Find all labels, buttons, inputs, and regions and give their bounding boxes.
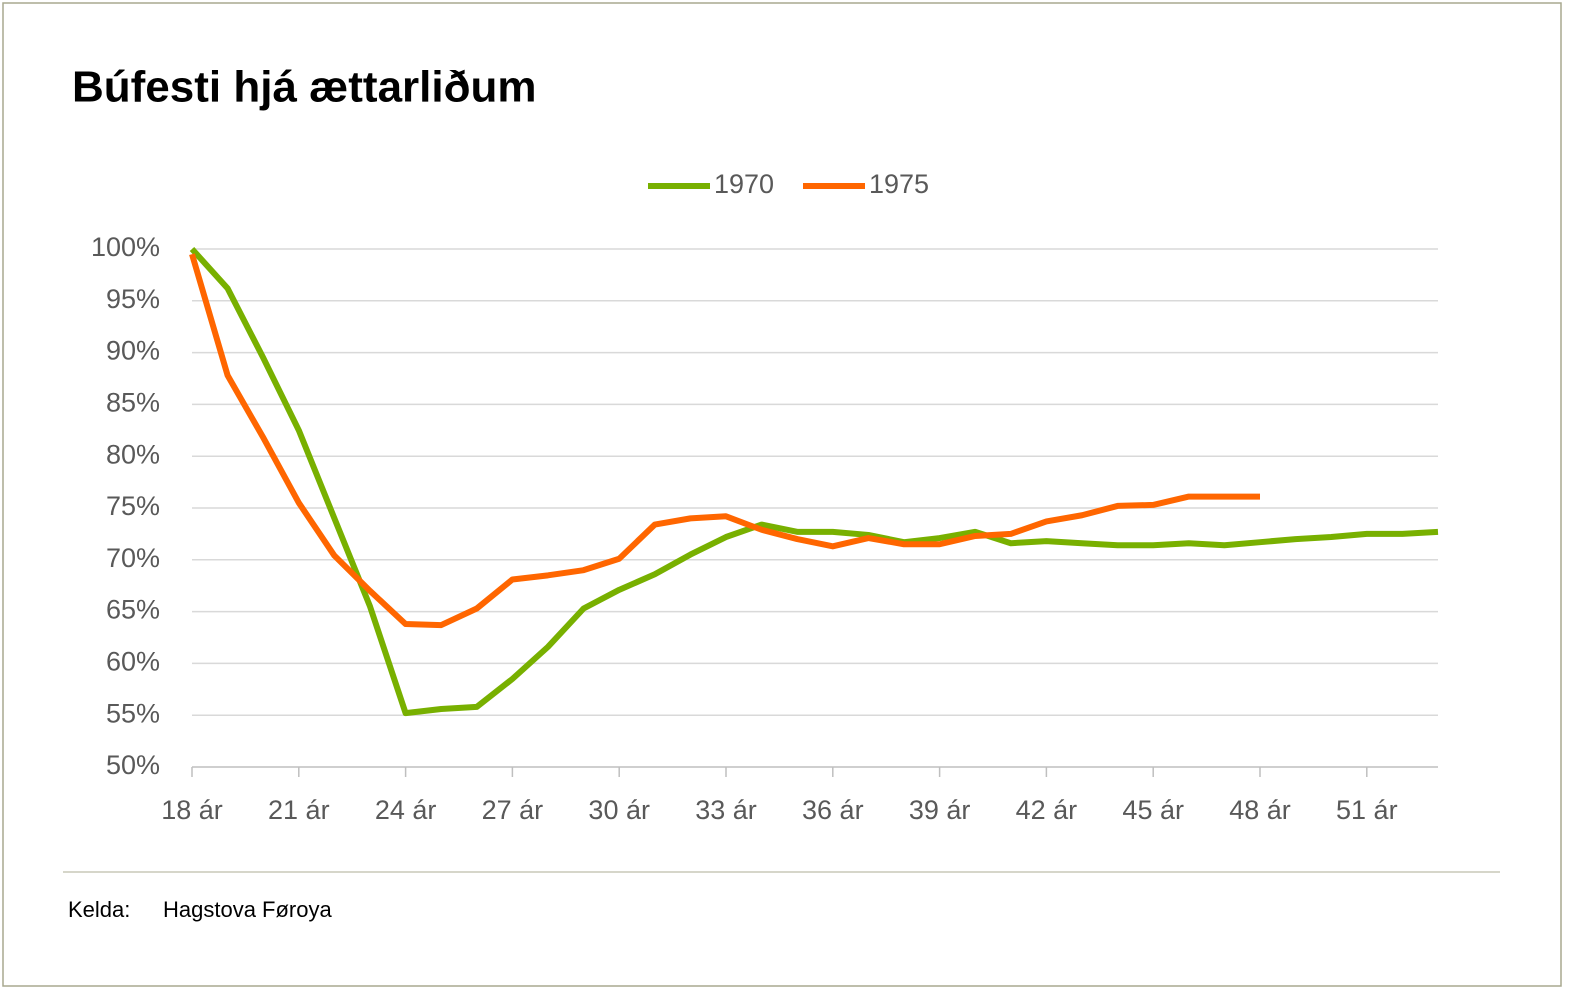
y-tick-label: 60% [106, 647, 160, 677]
y-tick-label: 100% [91, 232, 160, 262]
series-line [189, 253, 1260, 629]
x-tick-label: 27 ár [482, 795, 544, 825]
x-tick-label: 36 ár [802, 795, 864, 825]
y-tick-label: 95% [106, 284, 160, 314]
x-tick-label: 48 ár [1229, 795, 1291, 825]
chart-title: Búfesti hjá ættarliðum [72, 63, 537, 112]
source: Hagstova Føroya [163, 897, 332, 922]
x-tick-label: 24 ár [375, 795, 437, 825]
y-tick-label: 75% [106, 491, 160, 521]
y-tick-label: 55% [106, 698, 160, 728]
y-tick-label: 85% [106, 388, 160, 418]
x-tick-label: 45 ár [1122, 795, 1184, 825]
source-label: Kelda: [68, 897, 130, 922]
x-tick-label: 42 ár [1016, 795, 1078, 825]
x-tick-label: 33 ár [695, 795, 757, 825]
y-tick-label: 65% [106, 595, 160, 625]
legend-label: 1970 [714, 169, 774, 199]
y-tick-label: 50% [106, 750, 160, 780]
x-tick-label: 39 ár [909, 795, 971, 825]
frame [2, 2, 1562, 987]
x-tick-label: 51 ár [1336, 795, 1398, 825]
y-tick-label: 80% [106, 439, 160, 469]
y-tick-label: 90% [106, 336, 160, 366]
x-tick-label: 30 ár [588, 795, 650, 825]
legend-label: 1975 [869, 169, 929, 199]
series-line [189, 246, 1439, 717]
x-tick-label: 21 ár [268, 795, 330, 825]
y-tick-label: 70% [106, 543, 160, 573]
x-tick-label: 18 ár [161, 795, 223, 825]
